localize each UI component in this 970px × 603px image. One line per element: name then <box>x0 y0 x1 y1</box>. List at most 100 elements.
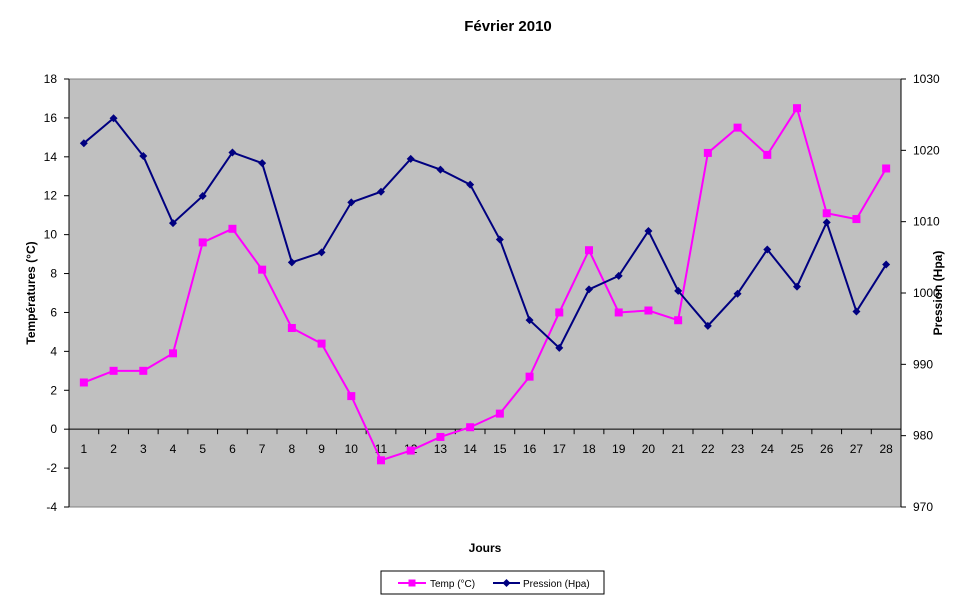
left-tick-label: 14 <box>44 150 58 164</box>
temp-point <box>555 308 564 317</box>
x-tick-label: 24 <box>761 442 775 456</box>
pressure-point <box>406 154 415 163</box>
left-tick-label: -2 <box>46 461 57 475</box>
temp-point <box>436 432 445 441</box>
temp-point <box>585 246 593 255</box>
temp-point <box>703 148 712 157</box>
temp-point <box>258 265 267 274</box>
right-tick-label: 970 <box>913 500 933 514</box>
x-tick-label: 3 <box>140 442 147 456</box>
pressure-point <box>436 165 445 174</box>
temp-point <box>763 150 772 159</box>
right-tick-label: 1030 <box>913 72 940 86</box>
temp-point <box>287 324 296 333</box>
x-tick-label: 15 <box>493 442 507 456</box>
temp-point <box>228 224 237 233</box>
temp-point <box>495 409 504 418</box>
legend: Temp (°C) Pression (Hpa) <box>380 570 605 595</box>
temp-point <box>793 104 801 113</box>
x-tick-label: 13 <box>434 442 448 456</box>
pressure-point <box>555 343 564 352</box>
temp-point <box>852 215 861 224</box>
legend-box <box>380 570 605 595</box>
left-tick-label: 16 <box>44 111 58 125</box>
temp-point <box>733 123 742 132</box>
temp-point <box>317 339 326 348</box>
temp-point <box>198 238 207 247</box>
y-axis-left-label: Températures (°C) <box>24 241 38 344</box>
pressure-point <box>287 258 296 267</box>
x-tick-label: 1 <box>81 442 88 456</box>
plot-area <box>68 78 902 508</box>
pressure-point <box>763 245 772 254</box>
series-layer <box>79 104 891 465</box>
legend-pressure-marker <box>502 579 511 587</box>
x-tick-label: 26 <box>820 442 834 456</box>
pressure-point <box>674 286 683 295</box>
pressure-point <box>644 226 653 235</box>
pressure-point <box>852 307 861 316</box>
temp-point <box>109 366 118 375</box>
pressure-point <box>882 260 891 269</box>
temp-point <box>406 446 415 455</box>
x-tick-label: 14 <box>463 442 477 456</box>
legend-temp-marker <box>408 579 416 587</box>
right-tick-label: 1000 <box>913 286 940 300</box>
left-tick-label: 2 <box>50 383 57 397</box>
pressure-point <box>703 321 712 330</box>
left-tick-label: 12 <box>44 189 58 203</box>
right-tick-label: 980 <box>913 429 933 443</box>
temp-point <box>644 306 653 315</box>
left-tick-label: 4 <box>50 344 57 358</box>
right-tick-label: 990 <box>913 357 933 371</box>
temp-point <box>674 316 683 325</box>
x-tick-label: 22 <box>701 442 715 456</box>
temp-point <box>525 372 534 381</box>
chart-title: Février 2010 <box>464 18 552 35</box>
left-tick-label: 6 <box>50 305 57 319</box>
pressure-point <box>733 289 742 298</box>
x-tick-label: 23 <box>731 442 745 456</box>
x-tick-label: 4 <box>170 442 177 456</box>
x-tick-label: 27 <box>850 442 864 456</box>
x-tick-label: 21 <box>671 442 685 456</box>
temp-point <box>882 164 891 173</box>
pressure-point <box>169 219 177 228</box>
pressure-point <box>585 285 593 294</box>
x-tick-label: 10 <box>345 442 359 456</box>
temp-point <box>79 378 88 387</box>
right-tick-label: 1020 <box>913 143 940 157</box>
pressure-point <box>525 316 534 325</box>
pressure-point <box>258 159 267 168</box>
x-tick-label: 7 <box>259 442 266 456</box>
right-tick-label: 1010 <box>913 215 940 229</box>
legend-temp-label: Temp (°C) <box>430 579 475 590</box>
series-line-1 <box>83 116 887 350</box>
x-tick-label: 20 <box>642 442 656 456</box>
pressure-point <box>109 114 118 123</box>
temp-point <box>139 366 148 375</box>
left-axis-ticks: -4 -2 0 2 4 6 8 10 12 14 16 18 <box>44 72 69 514</box>
x-tick-label: 16 <box>523 442 537 456</box>
right-axis-ticks: 970 980 990 1000 1010 1020 1030 <box>901 72 940 514</box>
pressure-point <box>793 282 801 291</box>
x-tick-label: 28 <box>879 442 893 456</box>
left-tick-label: 0 <box>50 422 57 436</box>
x-tick-label: 8 <box>289 442 296 456</box>
x-tick-label: 6 <box>229 442 236 456</box>
left-tick-label: 10 <box>44 228 58 242</box>
pressure-point <box>198 191 207 200</box>
temp-point <box>169 349 177 358</box>
x-tick-label: 19 <box>612 442 626 456</box>
pressure-point <box>377 187 385 196</box>
temp-point <box>347 392 356 401</box>
series-line-0 <box>83 105 888 462</box>
x-tick-label: 17 <box>553 442 567 456</box>
y-axis-right-label: Pression (Hpa) <box>931 251 945 336</box>
legend-pressure-label: Pression (Hpa) <box>523 579 590 590</box>
pressure-point <box>139 152 148 161</box>
pressure-point <box>614 271 623 280</box>
temp-point <box>377 456 385 465</box>
pressure-point <box>317 248 326 257</box>
